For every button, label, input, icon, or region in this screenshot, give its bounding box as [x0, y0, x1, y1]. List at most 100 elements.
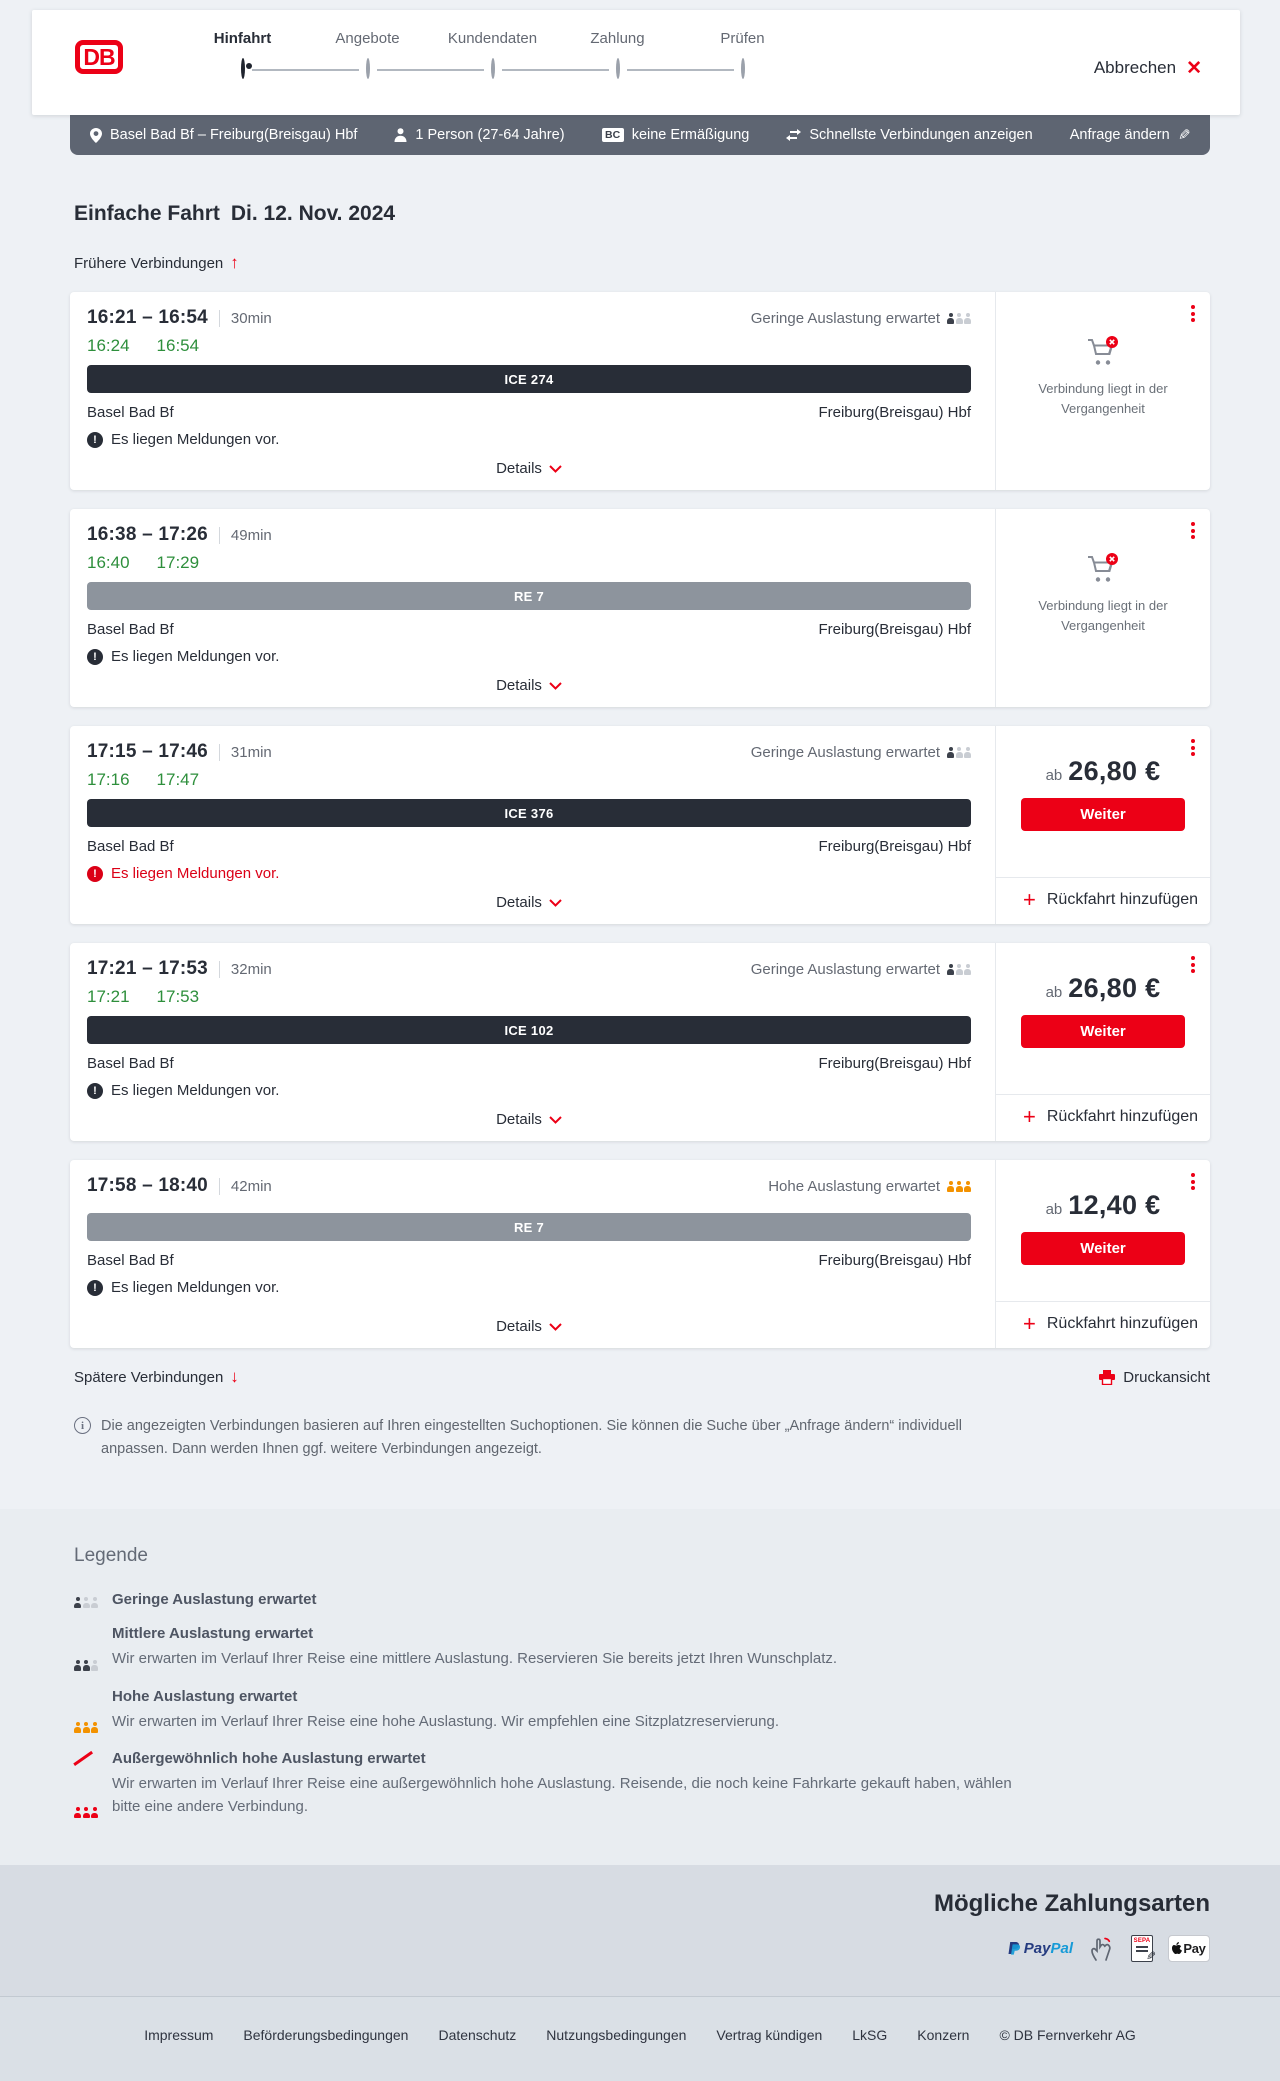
legend-description: Wir erwarten im Verlauf Ihrer Reise eine… [112, 1650, 838, 1668]
footer-link-impressum[interactable]: Impressum [144, 2027, 214, 2044]
print-view-button[interactable]: Druckansicht [1099, 1369, 1210, 1386]
footer-link-nutzungsbedingungen[interactable]: Nutzungsbedingungen [546, 2027, 687, 2044]
person-icon [394, 128, 407, 142]
departure-station: Basel Bad Bf [87, 1252, 174, 1269]
pay-gesture-icon [1091, 1938, 1111, 1962]
details-label: Details [496, 894, 542, 911]
continue-button[interactable]: Weiter [1021, 798, 1185, 831]
connection-details: 17:58 – 18:40 42min Hohe Auslastung erwa… [70, 1160, 995, 1348]
message-row: ! Es liegen Meldungen vor. [87, 431, 971, 448]
paypal-mark-icon [1008, 1941, 1020, 1955]
later-connections-link[interactable]: Spätere Verbindungen ↓ [74, 1367, 239, 1387]
connection-card: 16:38 – 17:26 49min 16:40 17:29 RE 7 Bas… [70, 509, 1210, 707]
divider [218, 960, 220, 978]
past-note-line1: Verbindung liegt in der [1038, 381, 1168, 396]
time-range: 17:21 – 17:53 [87, 958, 208, 979]
footer-link-befoerderungsbedingungen[interactable]: Beförderungsbedingungen [243, 2027, 409, 2044]
legend-section: Legende Geringe Auslastung erwartet Mitt… [0, 1509, 1280, 1866]
footer-copyright: © DB Fernverkehr AG [999, 2027, 1136, 2044]
details-label: Details [496, 1318, 542, 1335]
divider [218, 1177, 220, 1195]
more-options-button[interactable] [1189, 954, 1197, 975]
details-toggle[interactable]: Details [87, 882, 971, 911]
message-text: Es liegen Meldungen vor. [111, 431, 280, 448]
add-return-trip-button[interactable]: + Rückfahrt hinzufügen [996, 1094, 1210, 1141]
cancel-label: Abbrechen [1093, 58, 1177, 77]
message-text: Es liegen Meldungen vor. [111, 648, 280, 665]
step-zahlung[interactable]: Zahlung [555, 30, 734, 79]
legend-label: Außergewöhnlich hohe Auslastung erwartet [112, 1749, 426, 1767]
earlier-connections-link[interactable]: Frühere Verbindungen ↑ [74, 253, 239, 273]
occupancy-low-icon [947, 963, 971, 975]
more-options-button[interactable] [1189, 520, 1197, 541]
plus-icon: + [1023, 1104, 1036, 1130]
actual-arrival: 17:29 [156, 553, 200, 572]
search-options-note: i Die angezeigten Verbindungen basieren … [74, 1415, 1210, 1461]
continue-button[interactable]: Weiter [1021, 1015, 1185, 1048]
occupancy-label: Geringe Auslastung erwartet [750, 309, 940, 327]
price-value: 26,80 € [1068, 756, 1161, 786]
realtime-times: 17:21 17:53 [87, 987, 971, 1007]
price-prefix: ab [1045, 767, 1063, 784]
add-return-trip-button[interactable]: + Rückfahrt hinzufügen [996, 1301, 1210, 1348]
details-toggle[interactable]: Details [87, 665, 971, 694]
step-angebote[interactable]: Angebote [305, 30, 484, 79]
progress-steps: Hinfahrt Angebote Kundendaten Zahlung Pr… [180, 30, 805, 79]
step-pruefen[interactable]: Prüfen [680, 30, 805, 79]
connection-card: 17:21 – 17:53 32min Geringe Auslastung e… [70, 943, 1210, 1141]
connection-action-panel: Verbindung liegt in der Vergangenheit [995, 292, 1210, 490]
price: ab 26,80 € [1046, 756, 1161, 787]
apple-pay-badge: Pay [1168, 1934, 1210, 1962]
step-dot-icon [740, 58, 745, 79]
connection-card: 16:21 – 16:54 30min Geringe Auslastung e… [70, 292, 1210, 490]
footer-link-lksg[interactable]: LkSG [852, 2027, 888, 2044]
step-label: Kundendaten [447, 30, 538, 47]
occupancy-exceptional-icon [74, 1753, 100, 1819]
passenger-text: 1 Person (27-64 Jahre) [415, 127, 565, 143]
details-label: Details [496, 1111, 542, 1128]
occupancy-medium-icon [74, 1628, 100, 1671]
footer-link-datenschutz[interactable]: Datenschutz [438, 2027, 517, 2044]
add-return-trip-button[interactable]: + Rückfahrt hinzufügen [996, 877, 1210, 924]
bahncard-badge: BC [601, 128, 624, 142]
later-connections-label: Spätere Verbindungen [74, 1368, 224, 1386]
continue-button[interactable]: Weiter [1021, 1232, 1185, 1265]
footer-link-vertrag-kuendigen[interactable]: Vertrag kündigen [716, 2027, 823, 2044]
cart-unavailable-icon [1088, 553, 1118, 582]
time-range: 16:38 – 17:26 [87, 524, 208, 545]
train-label: RE 7 [513, 1219, 545, 1235]
apple-icon [1172, 1941, 1183, 1954]
message-row: ! Es liegen Meldungen vor. [87, 1279, 971, 1296]
connection-action-panel: ab 26,80 € Weiter + Rückfahrt hinzufügen [995, 726, 1210, 924]
more-options-button[interactable] [1189, 737, 1197, 758]
connection-card: 17:15 – 17:46 31min Geringe Auslastung e… [70, 726, 1210, 924]
step-hinfahrt[interactable]: Hinfahrt [180, 30, 359, 79]
more-options-button[interactable] [1189, 1171, 1197, 1192]
departure-station: Basel Bad Bf [87, 838, 174, 855]
message-text: Es liegen Meldungen vor. [111, 865, 280, 882]
message-text: Es liegen Meldungen vor. [111, 1082, 280, 1099]
details-toggle[interactable]: Details [87, 1099, 971, 1128]
step-kundendaten[interactable]: Kundendaten [430, 30, 609, 79]
step-dot-icon [365, 58, 370, 79]
arrival-station: Freiburg(Breisgau) Hbf [818, 838, 971, 855]
trip-date: Di. 12. Nov. 2024 [230, 202, 396, 225]
actual-arrival: 17:53 [156, 987, 200, 1006]
paypal-logo: PayPal [1008, 1940, 1073, 1957]
past-connection-note: Verbindung liegt in der Vergangenheit [1038, 596, 1167, 635]
message-row: ! Es liegen Meldungen vor. [87, 648, 971, 665]
step-dot-icon [490, 58, 495, 79]
realtime-times: 17:16 17:47 [87, 770, 971, 790]
details-toggle[interactable]: Details [87, 448, 971, 477]
cancel-button[interactable]: Abbrechen ✕ [1094, 58, 1202, 78]
route-summary: Basel Bad Bf – Freiburg(Breisgau) Hbf [90, 127, 357, 143]
details-toggle[interactable]: Details [87, 1306, 971, 1335]
step-label: Angebote [335, 30, 400, 47]
footer-link-konzern[interactable]: Konzern [917, 2027, 970, 2044]
occupancy-indicator: Hohe Auslastung erwartet [768, 1178, 971, 1195]
change-request-button[interactable]: Anfrage ändern ✎ [1070, 126, 1191, 144]
duration: 49min [230, 526, 272, 544]
train-segment-bar: ICE 274 [87, 365, 971, 393]
chevron-down-icon [549, 681, 562, 690]
more-options-button[interactable] [1189, 303, 1197, 324]
